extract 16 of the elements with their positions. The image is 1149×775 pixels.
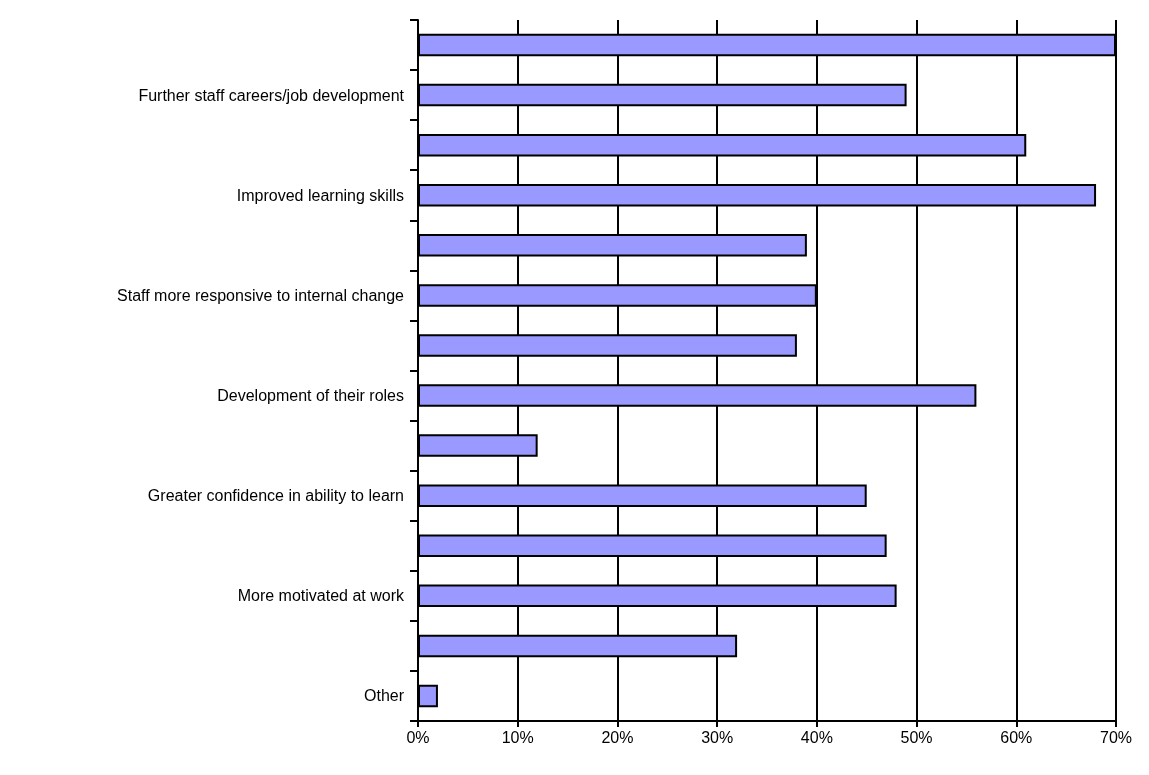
y-tick-label: Development of their roles (217, 387, 404, 405)
x-tick-label: 0% (406, 728, 430, 746)
y-tick-label: Improved learning skills (236, 186, 404, 204)
x-tick-label: 50% (900, 728, 933, 746)
x-tick-label: 70% (1099, 728, 1133, 746)
y-tick-label: Other (363, 687, 405, 705)
x-tick-label: 30% (701, 728, 734, 746)
bar (418, 684, 438, 708)
y-tick-label: More motivated at work (237, 587, 405, 605)
y-tick-label: Staff more responsive to internal change (117, 286, 405, 304)
x-tick-label: 20% (601, 728, 634, 746)
x-tick-label: 40% (800, 728, 833, 746)
x-tick-label: 60% (1000, 728, 1033, 746)
y-tick-label: Further staff careers/job development (138, 86, 405, 104)
x-tick-label: 10% (501, 728, 534, 746)
y-tick-label: Greater confidence in ability to learn (147, 487, 404, 505)
